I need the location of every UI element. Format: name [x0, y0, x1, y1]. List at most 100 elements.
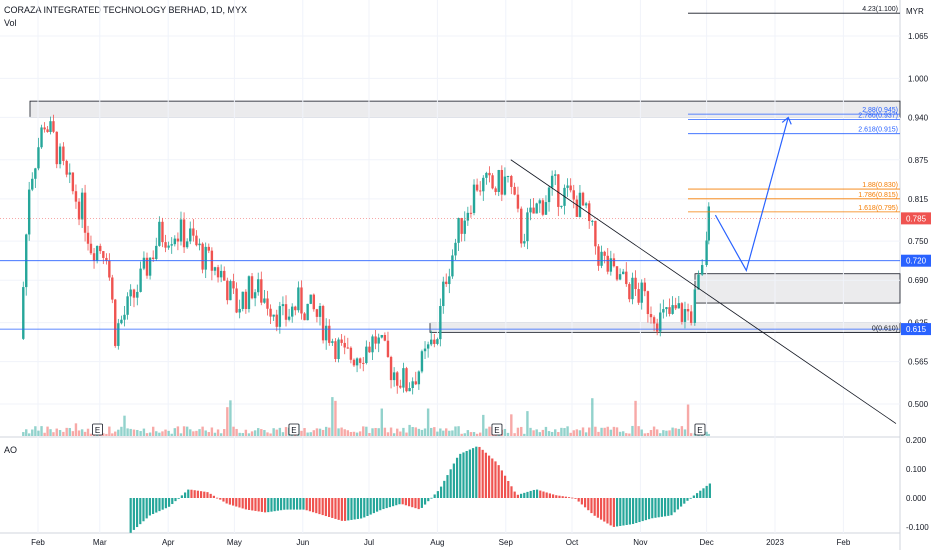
volume-bar: [411, 427, 414, 436]
last-price-tag: [901, 212, 931, 225]
volume-bar: [226, 407, 229, 436]
candle-body: [463, 220, 466, 234]
candle-body: [272, 314, 275, 317]
volume-bar: [58, 430, 62, 436]
candle-body: [27, 189, 31, 235]
ao-bar: [478, 446, 481, 498]
volume-bar: [52, 432, 55, 436]
candle-body: [132, 289, 136, 298]
candle-body: [566, 185, 569, 188]
ao-bar: [270, 498, 273, 512]
ao-bar: [148, 498, 151, 516]
ao-bar: [231, 498, 235, 506]
candle-body: [386, 340, 390, 357]
candle-body: [405, 368, 408, 392]
volume-bar: [386, 432, 390, 436]
ao-bar: [401, 498, 404, 505]
candle-body: [352, 359, 356, 366]
ao-bar: [132, 498, 135, 530]
candle-body: [126, 296, 129, 315]
candle-body: [581, 192, 585, 206]
volume-bar: [120, 426, 123, 436]
candle-body: [529, 207, 532, 213]
candle-body: [365, 346, 368, 364]
volume-bar: [170, 433, 173, 436]
ao-bar: [225, 498, 228, 504]
volume-bar: [219, 433, 223, 436]
volume-bar: [195, 430, 198, 436]
ao-bar: [503, 475, 507, 498]
volume-bar: [506, 432, 510, 436]
volume-bar: [328, 427, 331, 436]
ao-bar: [199, 491, 203, 498]
candle-body: [526, 212, 529, 242]
candle-body: [297, 287, 300, 311]
volume-bar: [223, 429, 226, 436]
level-a-tag: [901, 254, 931, 267]
volume-bar: [126, 428, 129, 436]
ao-bar: [593, 498, 596, 516]
earnings-marker: [694, 423, 706, 436]
ao-bar: [382, 498, 385, 510]
candle-body: [52, 121, 55, 132]
volume-bar: [655, 429, 659, 436]
candle-body: [192, 228, 195, 236]
volume-bar: [71, 431, 75, 436]
candle-body: [99, 245, 102, 252]
volume-bar: [235, 428, 238, 436]
volume-bar: [686, 404, 690, 436]
volume-bar: [408, 424, 411, 436]
candle-body: [615, 266, 619, 280]
ao-bar: [673, 498, 676, 513]
ao-bar: [667, 498, 670, 516]
candle-body: [22, 287, 25, 339]
candle-body: [491, 175, 494, 189]
volume-bar: [618, 431, 622, 436]
earnings-marker-label: E: [494, 426, 499, 435]
ao-bar: [635, 498, 638, 524]
candle-body: [683, 309, 687, 322]
volume-bar: [164, 429, 167, 436]
candle-body: [185, 241, 189, 248]
volume-bar: [229, 400, 232, 436]
ao-bar: [292, 498, 295, 510]
ao-bar: [471, 448, 475, 498]
candle-body: [674, 305, 677, 309]
candle-body: [671, 305, 674, 314]
volume-bar: [463, 433, 466, 436]
volume-bar: [49, 429, 52, 436]
ao-bar: [647, 498, 651, 520]
ao-bar: [523, 492, 526, 498]
volume-bar: [597, 431, 600, 436]
ao-bar: [414, 498, 417, 509]
candle-body: [309, 294, 312, 304]
volume-bar: [80, 429, 84, 436]
volume-bar: [346, 430, 350, 436]
candle-body: [628, 284, 631, 300]
volume-bar: [77, 430, 81, 436]
volume-bar: [114, 431, 117, 436]
candle-body: [71, 172, 75, 192]
volume-bar: [275, 429, 278, 436]
ao-label: AO: [4, 445, 18, 455]
volume-bar: [609, 429, 613, 436]
volume-bar: [426, 408, 430, 436]
candle-body: [560, 205, 563, 207]
volume-bar: [309, 432, 312, 436]
candle-body: [584, 203, 588, 206]
volume-bar: [377, 428, 380, 436]
candle-body: [207, 246, 210, 251]
ao-bar: [286, 498, 289, 510]
volume-bar: [139, 431, 142, 436]
volume-bar: [538, 432, 541, 436]
candle-body: [95, 245, 99, 261]
ao-bar: [532, 489, 535, 498]
candle-body: [377, 337, 380, 344]
ao-tick-label: 0.100: [906, 465, 927, 474]
candle-body: [148, 257, 152, 276]
candle-body: [494, 188, 497, 192]
candle-body: [241, 291, 244, 309]
fib-label: 2.618(0.915): [858, 127, 898, 134]
fib-label: 4.23(1.100): [862, 6, 898, 13]
